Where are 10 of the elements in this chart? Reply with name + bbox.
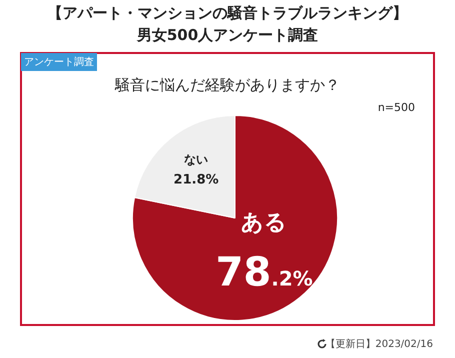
text: 【更新日】2023/02/16 — [325, 338, 433, 351]
chart-subtitle: 男女500人アンケート調査 — [136, 26, 320, 45]
data-label: 21.8% — [174, 172, 219, 188]
text: 騒音に悩んだ経験がありますか？ — [114, 76, 341, 95]
chart-title: 【アパート・マンションの騒音トラブルランキング】 — [46, 4, 408, 23]
text: アンケート調査 — [21, 53, 97, 71]
slice-label: ある — [241, 210, 288, 236]
slice-label: ない — [184, 152, 208, 166]
text: n=500 — [378, 101, 415, 114]
data-label: 78.2% — [216, 250, 313, 296]
